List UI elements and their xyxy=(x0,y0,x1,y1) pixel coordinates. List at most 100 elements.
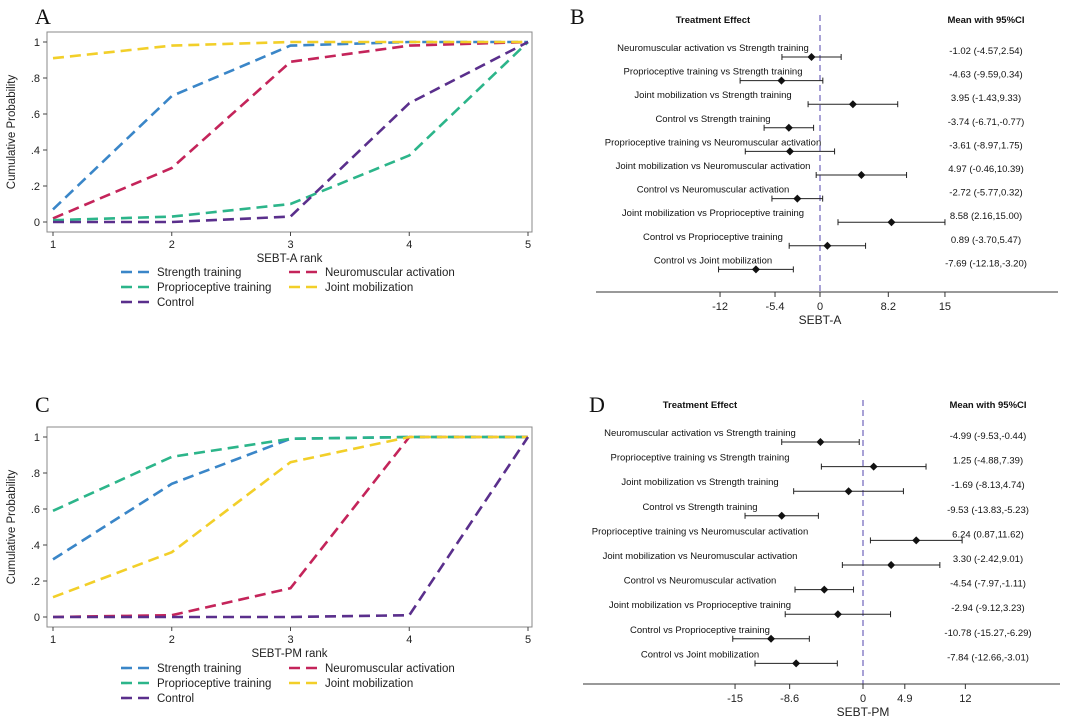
comparison-label: Neuromuscular activation vs Strength tra… xyxy=(604,428,796,439)
y-tick-label: .6 xyxy=(31,109,40,121)
x-tick-label: 5 xyxy=(525,634,531,646)
legend-label-neuro: Neuromuscular activation xyxy=(325,663,455,675)
x-tick-label: 8.2 xyxy=(881,301,896,313)
effect-estimate: 3.30 (-2.42,9.01) xyxy=(953,554,1023,565)
y-tick-label: .6 xyxy=(31,504,40,516)
legend-label-joint: Joint mobilization xyxy=(325,282,413,294)
series-line-control xyxy=(53,436,530,619)
point-estimate-marker xyxy=(777,76,786,85)
y-axis-title: Cumulative Probability xyxy=(6,470,18,585)
x-tick-label: 4.9 xyxy=(897,693,912,705)
y-tick-label: .2 xyxy=(31,576,40,588)
comparison-label: Control vs Neuromuscular activation xyxy=(637,185,790,196)
header-treatment-effect: Treatment Effect xyxy=(663,400,738,411)
point-estimate-marker xyxy=(777,511,786,520)
panel-a: A 0 .2 .4 .6 .8 1 1 2 3 4 5 SEBT-A rank Cumulative Pr… xyxy=(6,4,533,309)
x-axis-title: SEBT-A xyxy=(799,313,842,327)
point-estimate-marker xyxy=(784,123,793,132)
legend-label-proprio: Proprioceptive training xyxy=(157,282,271,294)
effect-estimate: -4.54 (-7.97,-1.11) xyxy=(950,579,1026,590)
x-tick-label: 4 xyxy=(406,239,412,251)
y-tick-label: 1 xyxy=(34,37,40,49)
comparison-label: Control vs Strength training xyxy=(642,502,757,513)
plot-frame xyxy=(46,31,533,233)
header-mean-ci: Mean with 95%CI xyxy=(949,400,1026,411)
y-tick-label: 0 xyxy=(34,612,40,624)
effect-estimate: -10.78 (-15.27,-6.29) xyxy=(944,628,1031,639)
comparison-label: Joint mobilization vs Proprioceptive tra… xyxy=(609,600,791,611)
effect-estimate: -2.72 (-5.77,0.32) xyxy=(949,188,1022,199)
effect-estimate: -7.84 (-12.66,-3.01) xyxy=(947,652,1029,663)
series-line-neuro xyxy=(52,435,528,619)
panel-letter-a: A xyxy=(35,4,51,29)
point-estimate-marker xyxy=(807,53,816,61)
y-tick-label: .4 xyxy=(31,540,40,552)
legend: Strength training Neuromuscular activatio… xyxy=(121,267,455,309)
effect-estimate: 4.97 (-0.46,10.39) xyxy=(948,164,1024,175)
comparison-label: Proprioceptive training vs Neuromuscular… xyxy=(592,526,809,537)
comparison-label: Control vs Proprioceptive training xyxy=(630,625,770,636)
effect-estimate: 0.89 (-3.70,5.47) xyxy=(951,235,1021,246)
comparison-label: Joint mobilization vs Strength training xyxy=(621,477,778,488)
effect-estimate: 8.58 (2.16,15.00) xyxy=(950,211,1022,222)
y-axis-title: Cumulative Probability xyxy=(6,75,18,190)
effect-estimate: 1.25 (-4.88,7.39) xyxy=(953,456,1023,467)
effect-estimate: -4.99 (-9.53,-0.44) xyxy=(950,431,1027,442)
x-tick-label: 12 xyxy=(959,693,971,705)
series-line-joint xyxy=(52,435,528,599)
legend-label-proprio: Proprioceptive training xyxy=(157,678,271,690)
x-tick-label: 1 xyxy=(50,634,56,646)
point-estimate-marker xyxy=(785,147,794,156)
y-tick-label: 1 xyxy=(34,432,40,444)
x-tick-label: -15 xyxy=(727,693,743,705)
point-estimate-marker xyxy=(887,218,896,227)
y-tick-label: .2 xyxy=(31,181,40,193)
x-tick-label: 3 xyxy=(287,239,293,251)
comparison-label: Joint mobilization vs Strength training xyxy=(634,90,791,101)
panel-letter-d: D xyxy=(589,392,605,417)
x-tick-label: -8.6 xyxy=(780,693,799,705)
x-tick-label: 5 xyxy=(525,239,531,251)
x-tick-label: 4 xyxy=(406,634,412,646)
effect-estimate: 3.95 (-1.43,9.33) xyxy=(951,93,1021,104)
x-axis-title: SEBT-PM rank xyxy=(251,648,327,660)
y-tick-label: .4 xyxy=(31,145,40,157)
legend-label-joint: Joint mobilization xyxy=(325,678,413,690)
series-line-joint xyxy=(52,40,528,60)
panel-c: C 0 .2 .4 .6 .8 1 1 2 3 4 5 SEBT-PM rank Cumulative P… xyxy=(6,392,533,705)
point-estimate-marker xyxy=(912,536,921,545)
series-line-proprio xyxy=(52,41,529,222)
point-estimate-marker xyxy=(833,610,842,619)
comparison-label: Control vs Strength training xyxy=(655,114,770,125)
comparison-label: Neuromuscular activation vs Strength tra… xyxy=(617,43,809,54)
comparison-label: Joint mobilization vs Neuromuscular acti… xyxy=(616,161,811,172)
y-tick-label: 0 xyxy=(34,217,40,229)
point-estimate-marker xyxy=(792,659,801,668)
legend: Strength training Neuromuscular activatio… xyxy=(121,663,455,705)
point-estimate-marker xyxy=(823,241,832,250)
effect-estimate: -9.53 (-13.83,-5.23) xyxy=(947,505,1029,516)
effect-estimate: -3.74 (-6.71,-0.77) xyxy=(948,117,1025,128)
comparison-label: Control vs Joint mobilization xyxy=(641,649,759,660)
header-treatment-effect: Treatment Effect xyxy=(676,15,751,26)
legend-label-strength: Strength training xyxy=(157,267,241,279)
panel-letter-b: B xyxy=(570,4,585,29)
point-estimate-marker xyxy=(869,462,878,471)
effect-estimate: -1.02 (-4.57,2.54) xyxy=(949,46,1022,57)
y-tick-label: .8 xyxy=(31,73,40,85)
series-line-control xyxy=(53,40,529,224)
x-tick-label: 15 xyxy=(939,301,951,313)
x-tick-label: -12 xyxy=(712,301,728,313)
effect-estimate: -3.61 (-8.97,1.75) xyxy=(949,140,1022,151)
legend-label-control: Control xyxy=(157,297,194,309)
x-axis-title: SEBT-A rank xyxy=(257,253,323,265)
point-estimate-marker xyxy=(816,438,825,446)
comparison-label: Joint mobilization vs Neuromuscular acti… xyxy=(603,551,798,562)
comparison-label: Control vs Joint mobilization xyxy=(654,255,772,266)
point-estimate-marker xyxy=(767,634,776,643)
legend-label-neuro: Neuromuscular activation xyxy=(325,267,455,279)
legend-label-control: Control xyxy=(157,693,194,705)
point-estimate-marker xyxy=(820,585,829,594)
point-estimate-marker xyxy=(848,100,857,109)
